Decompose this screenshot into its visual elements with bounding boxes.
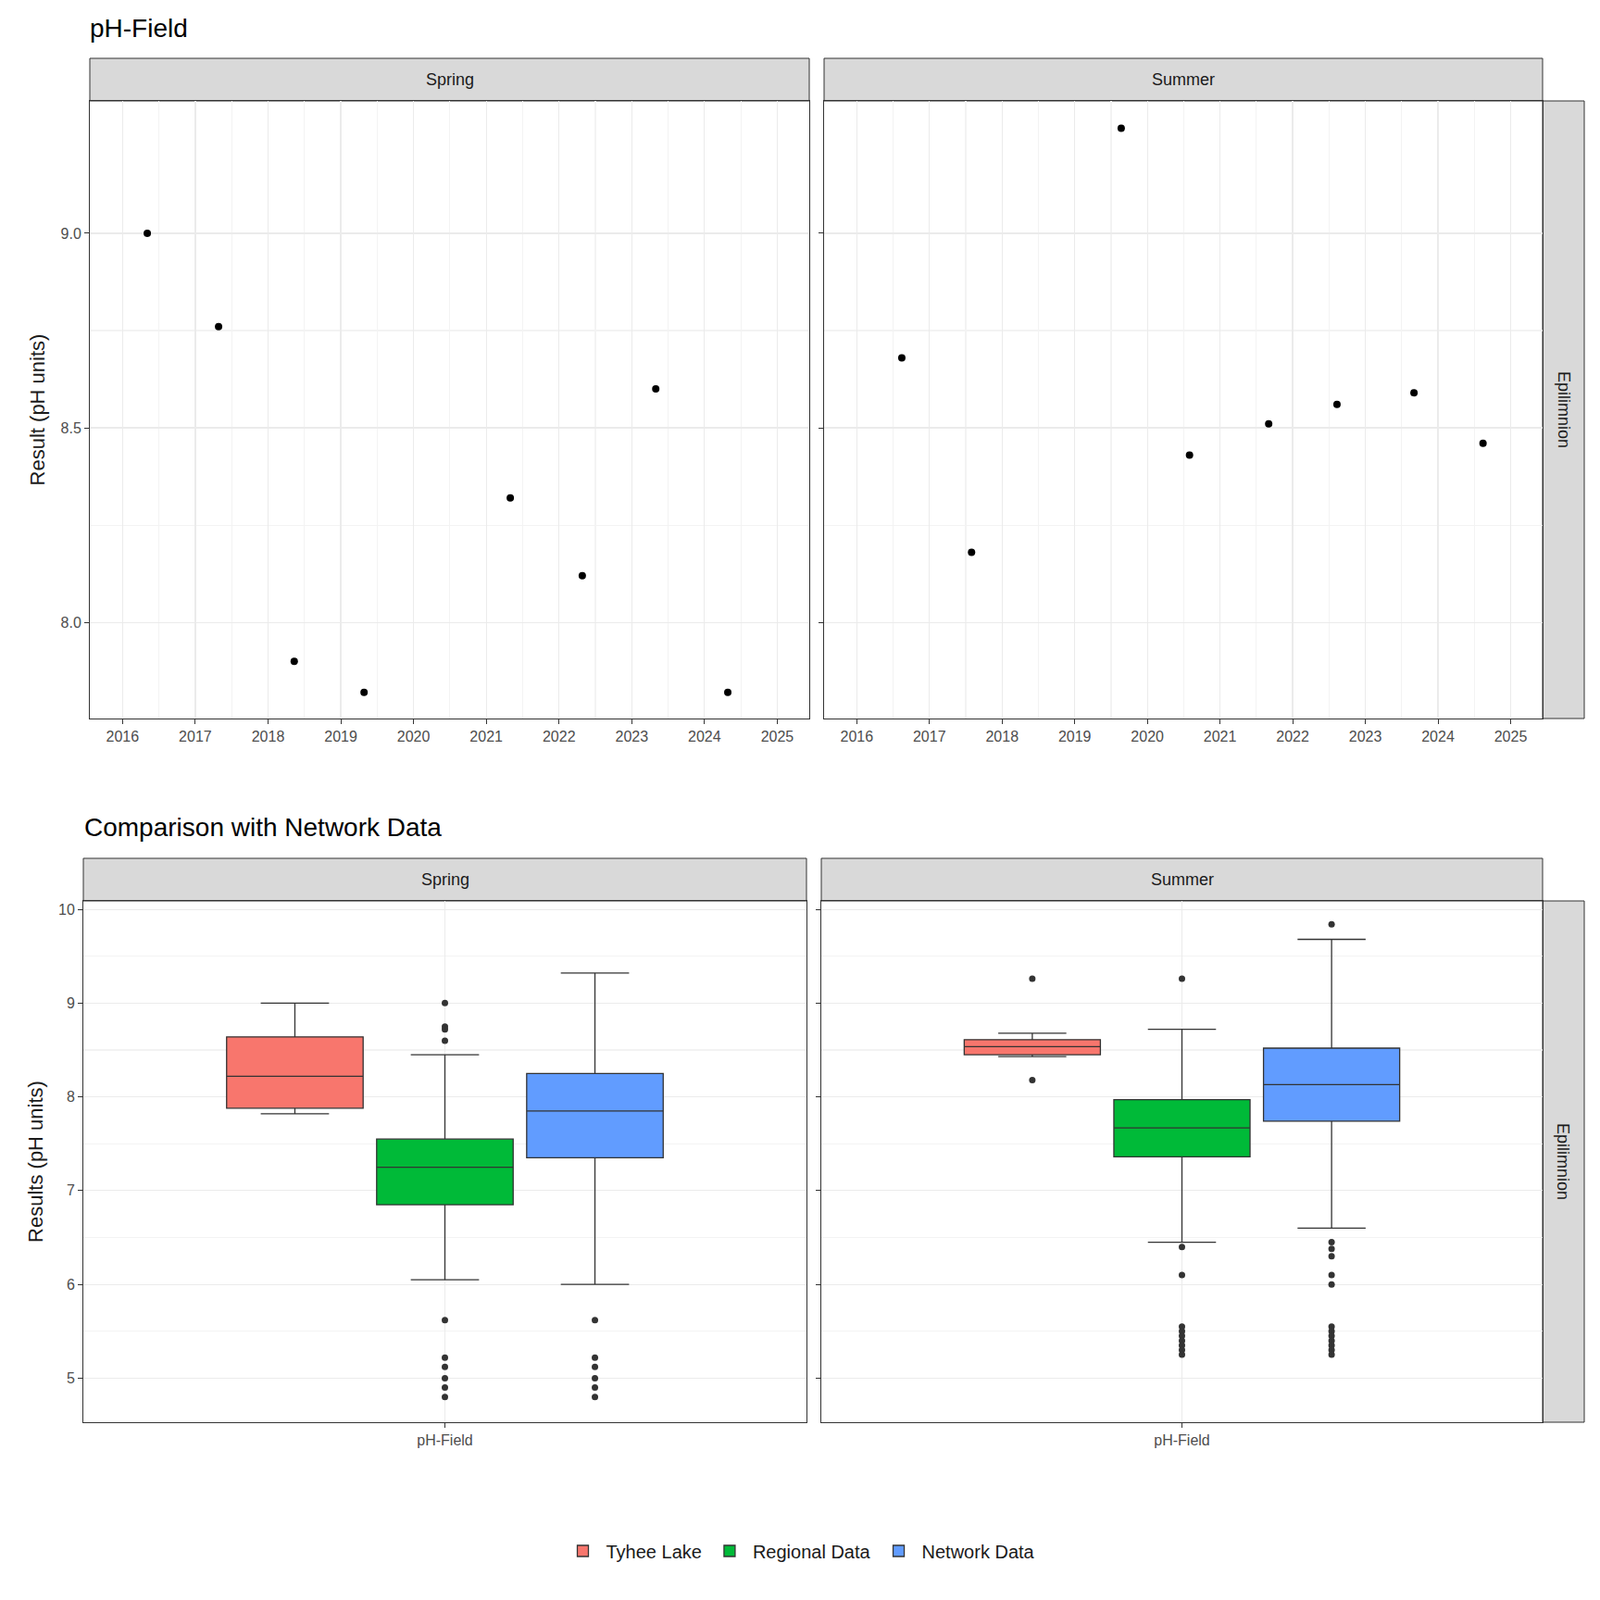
svg-text:2025: 2025 <box>761 728 795 745</box>
svg-text:9: 9 <box>66 995 75 1012</box>
svg-text:8.5: 8.5 <box>61 420 82 437</box>
svg-text:2018: 2018 <box>985 728 1019 745</box>
svg-text:Summer: Summer <box>1150 870 1214 889</box>
svg-text:2021: 2021 <box>469 728 503 745</box>
svg-text:Spring: Spring <box>421 870 470 889</box>
svg-text:10: 10 <box>58 901 75 918</box>
svg-text:Regional Data: Regional Data <box>752 1541 872 1563</box>
svg-text:Epilimnion: Epilimnion <box>1554 371 1574 449</box>
svg-text:Epilimnion: Epilimnion <box>1553 1123 1573 1200</box>
svg-text:8.0: 8.0 <box>61 614 82 631</box>
svg-text:2020: 2020 <box>397 728 431 745</box>
svg-text:5: 5 <box>66 1370 75 1387</box>
svg-text:2017: 2017 <box>178 728 213 745</box>
svg-text:Network Data: Network Data <box>922 1541 1036 1563</box>
svg-text:7: 7 <box>66 1182 75 1199</box>
svg-text:2025: 2025 <box>1494 728 1528 745</box>
svg-text:Summer: Summer <box>1151 70 1215 89</box>
svg-text:Results (pH units): Results (pH units) <box>24 1080 48 1243</box>
svg-text:Spring: Spring <box>425 70 475 89</box>
svg-text:2023: 2023 <box>615 728 650 745</box>
svg-text:Result (pH units): Result (pH units) <box>25 334 50 487</box>
svg-text:2018: 2018 <box>251 728 286 745</box>
svg-text:8: 8 <box>66 1088 75 1105</box>
svg-text:2019: 2019 <box>1058 728 1092 745</box>
svg-text:2024: 2024 <box>687 728 722 745</box>
svg-text:2022: 2022 <box>1275 728 1310 745</box>
svg-text:2016: 2016 <box>106 728 140 745</box>
svg-text:2024: 2024 <box>1421 728 1455 745</box>
svg-text:2016: 2016 <box>840 728 875 745</box>
svg-text:pH-Field: pH-Field <box>89 13 188 43</box>
svg-text:2021: 2021 <box>1203 728 1238 745</box>
svg-text:pH-Field: pH-Field <box>1153 1432 1210 1449</box>
svg-text:9.0: 9.0 <box>61 225 82 242</box>
svg-text:2020: 2020 <box>1130 728 1164 745</box>
svg-text:2019: 2019 <box>324 728 358 745</box>
svg-text:2023: 2023 <box>1349 728 1383 745</box>
svg-text:6: 6 <box>66 1276 75 1293</box>
svg-text:2022: 2022 <box>542 728 576 745</box>
svg-text:Tyhee Lake: Tyhee Lake <box>606 1541 702 1563</box>
svg-text:pH-Field: pH-Field <box>416 1432 473 1449</box>
svg-text:2017: 2017 <box>912 728 947 745</box>
svg-text:Comparison with Network Data: Comparison with Network Data <box>84 812 442 842</box>
